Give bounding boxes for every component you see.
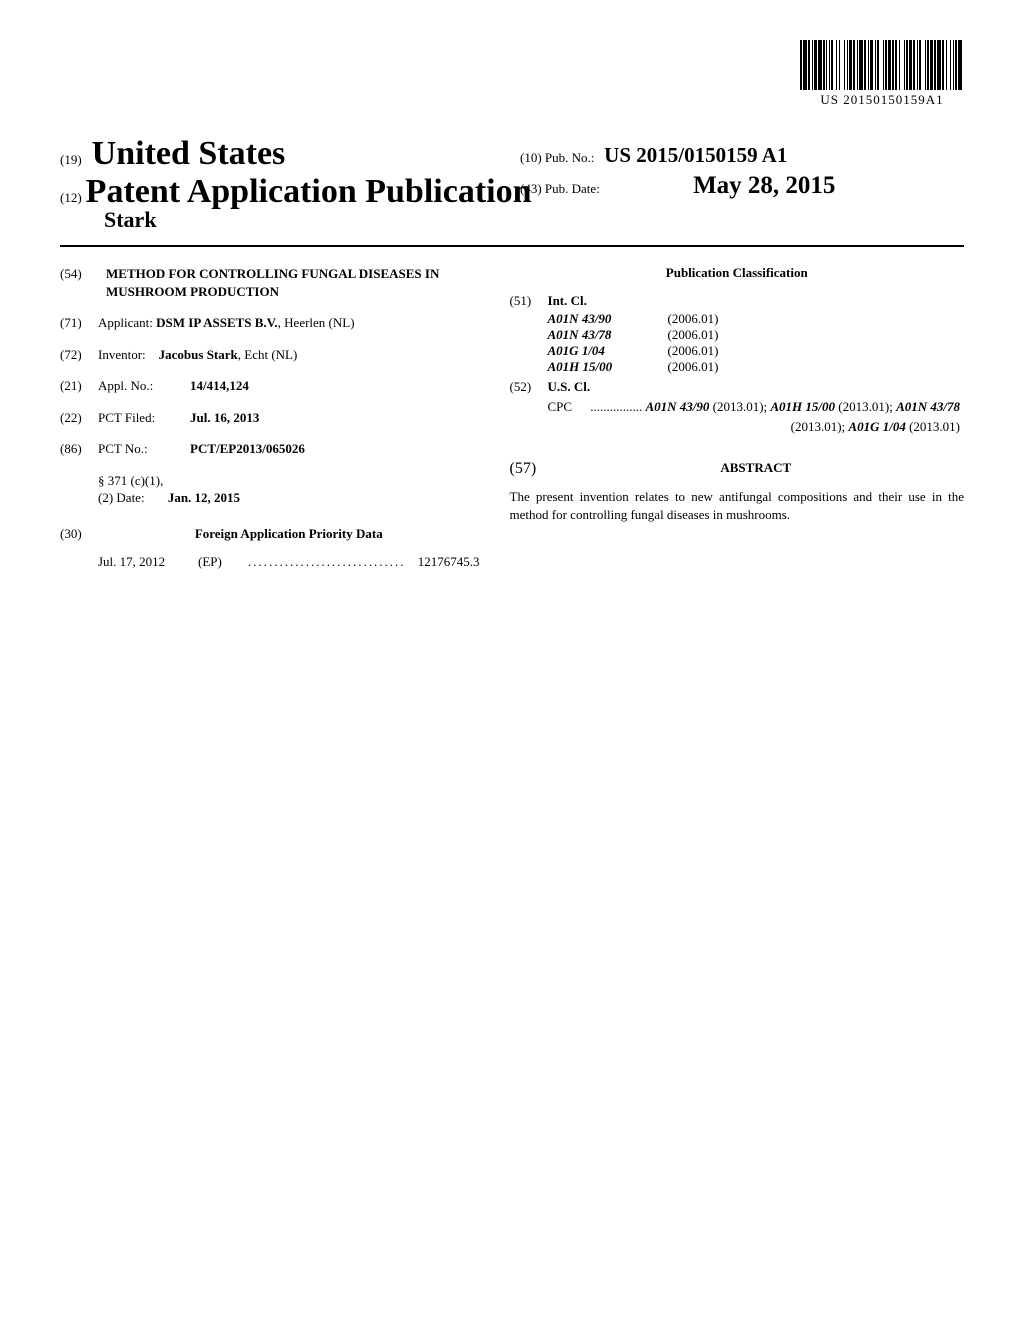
left-column: (54) METHOD FOR CONTROLLING FUNGAL DISEA… <box>60 265 480 570</box>
pub-class-header: Publication Classification <box>510 265 964 281</box>
applicant-name: DSM IP ASSETS B.V. <box>156 315 278 330</box>
abstract-header: ABSTRACT <box>510 460 964 476</box>
pub-no-value: US 2015/0150159 A1 <box>604 143 787 167</box>
foreign-dotfill: .............................. <box>248 554 418 570</box>
pub-date-num: (43) <box>520 181 542 196</box>
int-class-year: (2006.01) <box>668 359 719 375</box>
foreign-priority-row: Jul. 17, 2012 (EP) .....................… <box>98 554 480 570</box>
int-class-item: A01H 15/00(2006.01) <box>548 359 964 375</box>
us-cl-num: (52) <box>510 379 548 395</box>
pct-no-label: PCT No.: <box>98 440 180 458</box>
title-field: (54) METHOD FOR CONTROLLING FUNGAL DISEA… <box>60 265 480 300</box>
foreign-header: Foreign Application Priority Data <box>98 526 480 542</box>
foreign-app-no: 12176745.3 <box>418 554 480 570</box>
int-cl-num: (51) <box>510 293 548 309</box>
inventor-name: Jacobus Stark <box>159 347 238 362</box>
applicant-loc: , Heerlen (NL) <box>278 315 355 330</box>
sect-371-label: § 371 (c)(1), <box>98 472 480 490</box>
pct-filed-value: Jul. 16, 2013 <box>190 409 259 427</box>
pct-filed-field: (22) PCT Filed: Jul. 16, 2013 <box>60 409 480 427</box>
country-name: United States <box>92 135 286 172</box>
abstract-num: (57) <box>510 460 548 478</box>
int-class-code: A01H 15/00 <box>548 359 668 375</box>
title-text: METHOD FOR CONTROLLING FUNGAL DISEASES I… <box>106 265 480 300</box>
pub-type-num: (12) <box>60 190 82 205</box>
int-classes-list: A01N 43/90(2006.01)A01N 43/78(2006.01)A0… <box>510 311 964 375</box>
foreign-num: (30) <box>60 525 98 543</box>
country-num: (19) <box>60 152 82 167</box>
pub-date-label: Pub. Date: <box>545 181 600 196</box>
content-body: (54) METHOD FOR CONTROLLING FUNGAL DISEA… <box>60 265 964 570</box>
header-divider <box>60 245 964 247</box>
pct-filed-num: (22) <box>60 409 98 427</box>
barcode-graphic <box>800 40 964 90</box>
sect-371-field: § 371 (c)(1), (2) Date: Jan. 12, 2015 <box>98 472 480 507</box>
int-class-item: A01N 43/78(2006.01) <box>548 327 964 343</box>
int-cl-label: Int. Cl. <box>548 293 587 309</box>
appl-no-value: 14/414,124 <box>190 377 249 395</box>
applicant-label: Applicant: <box>98 315 153 330</box>
pct-no-num: (86) <box>60 440 98 458</box>
foreign-date: Jul. 17, 2012 <box>98 554 198 570</box>
pub-no-num: (10) <box>520 150 542 165</box>
inventor-label: Inventor: <box>98 347 146 362</box>
applicant-num: (71) <box>60 314 98 332</box>
pct-no-field: (86) PCT No.: PCT/EP2013/065026 <box>60 440 480 458</box>
abstract-text: The present invention relates to new ant… <box>510 488 964 523</box>
int-class-code: A01N 43/90 <box>548 311 668 327</box>
appl-no-label: Appl. No.: <box>98 377 180 395</box>
int-class-code: A01N 43/78 <box>548 327 668 343</box>
pub-date-value: May 28, 2015 <box>693 172 835 199</box>
sect-371-date-label: (2) Date: <box>98 490 145 505</box>
int-class-item: A01N 43/90(2006.01) <box>548 311 964 327</box>
right-header: (10) Pub. No.: US 2015/0150159 A1 (43) P… <box>520 143 835 200</box>
us-cl-row: (52) U.S. Cl. <box>510 379 964 395</box>
pct-filed-label: PCT Filed: <box>98 409 180 427</box>
applicant-field: (71) Applicant: DSM IP ASSETS B.V., Heer… <box>60 314 480 332</box>
pub-no-label: Pub. No.: <box>545 150 594 165</box>
int-class-code: A01G 1/04 <box>548 343 668 359</box>
int-class-year: (2006.01) <box>668 311 719 327</box>
int-cl-row: (51) Int. Cl. <box>510 293 964 309</box>
pct-no-value: PCT/EP2013/065026 <box>190 440 305 458</box>
int-class-year: (2006.01) <box>668 327 719 343</box>
barcode-number: US 20150150159A1 <box>800 92 964 108</box>
pub-type-title: Patent Application Publication <box>86 173 532 210</box>
sect-371-date-value: Jan. 12, 2015 <box>168 490 240 505</box>
appl-no-field: (21) Appl. No.: 14/414,124 <box>60 377 480 395</box>
inventor-loc: , Echt (NL) <box>238 347 298 362</box>
cpc-row: CPC ................ A01N 43/90 (2013.01… <box>548 397 964 436</box>
int-class-year: (2006.01) <box>668 343 719 359</box>
right-column: Publication Classification (51) Int. Cl.… <box>510 265 964 570</box>
us-cl-label: U.S. Cl. <box>548 379 591 395</box>
inventor-num: (72) <box>60 346 98 364</box>
barcode-section: US 20150150159A1 <box>800 40 964 108</box>
inventor-field: (72) Inventor: Jacobus Stark, Echt (NL) <box>60 346 480 364</box>
foreign-country: (EP) <box>198 554 248 570</box>
abstract-section: (57) ABSTRACT <box>510 460 964 476</box>
appl-no-num: (21) <box>60 377 98 395</box>
title-num: (54) <box>60 265 98 300</box>
int-class-item: A01G 1/04(2006.01) <box>548 343 964 359</box>
